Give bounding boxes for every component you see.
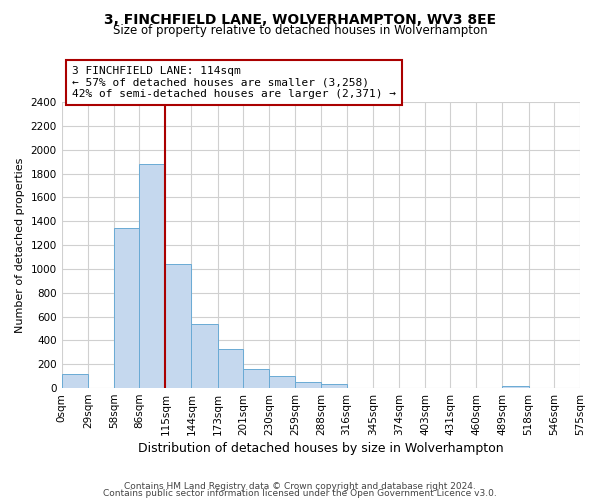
Bar xyxy=(62,374,88,388)
Bar xyxy=(139,164,166,388)
Bar xyxy=(218,348,243,388)
Text: Size of property relative to detached houses in Wolverhampton: Size of property relative to detached ho… xyxy=(113,24,487,37)
Bar xyxy=(166,264,191,388)
Bar xyxy=(502,386,529,388)
Text: 3, FINCHFIELD LANE, WOLVERHAMPTON, WV3 8EE: 3, FINCHFIELD LANE, WOLVERHAMPTON, WV3 8… xyxy=(104,12,496,26)
Bar xyxy=(114,228,139,388)
Y-axis label: Number of detached properties: Number of detached properties xyxy=(15,158,25,332)
Text: Contains public sector information licensed under the Open Government Licence v3: Contains public sector information licen… xyxy=(103,490,497,498)
Bar xyxy=(295,382,321,388)
Bar xyxy=(269,376,295,388)
Bar xyxy=(243,369,269,388)
Bar xyxy=(321,384,347,388)
X-axis label: Distribution of detached houses by size in Wolverhampton: Distribution of detached houses by size … xyxy=(138,442,503,455)
Text: Contains HM Land Registry data © Crown copyright and database right 2024.: Contains HM Land Registry data © Crown c… xyxy=(124,482,476,491)
Bar xyxy=(191,324,218,388)
Text: 3 FINCHFIELD LANE: 114sqm
← 57% of detached houses are smaller (3,258)
42% of se: 3 FINCHFIELD LANE: 114sqm ← 57% of detac… xyxy=(72,66,396,99)
